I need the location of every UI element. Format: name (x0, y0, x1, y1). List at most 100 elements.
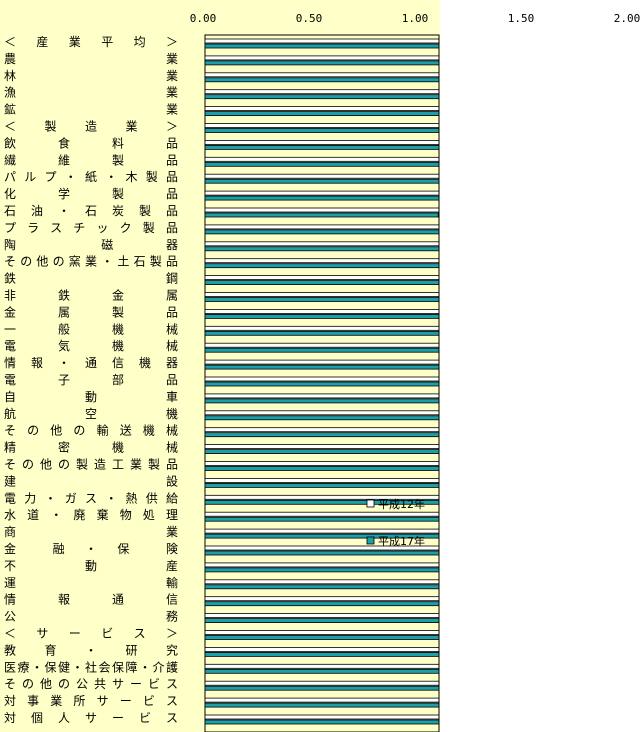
bar-heisei17 (204, 195, 440, 201)
legend-swatch (366, 499, 375, 508)
bar-heisei12 (204, 241, 440, 247)
bar-heisei17 (204, 364, 440, 370)
bar-heisei12 (204, 613, 440, 618)
category-label: 金 融 ・ 保 険 (4, 541, 178, 556)
x-tick-label: 0.00 (190, 12, 217, 25)
legend-label: 平成17年 (378, 534, 425, 548)
bar-heisei17 (204, 381, 440, 387)
category-label: ＜ 産 業 平 均 ＞ (4, 34, 178, 49)
bar-heisei17 (204, 702, 440, 708)
bar-heisei12 (204, 38, 440, 44)
bar-heisei12 (204, 647, 440, 652)
category-label: 電力・ガス・熱供給 (4, 491, 178, 505)
bar-heisei17 (204, 719, 440, 725)
bar-heisei17 (204, 415, 440, 421)
legend-label: 平成12年 (378, 497, 425, 511)
bar-heisei12 (204, 427, 440, 433)
category-label: 教 育 ・ 研 究 (4, 642, 178, 657)
bar-heisei17 (204, 178, 440, 184)
bar-heisei17 (204, 313, 440, 319)
bar-heisei17 (204, 482, 440, 488)
bar-heisei12 (204, 139, 440, 145)
bar-heisei12 (204, 106, 440, 111)
bar-heisei12 (204, 72, 440, 78)
bar-heisei12 (204, 579, 440, 585)
bar-heisei12 (204, 714, 440, 720)
category-label: ＜ サ ー ビ ス ＞ (4, 627, 178, 641)
category-label: 建 設 (4, 473, 178, 488)
bar-heisei17 (204, 280, 440, 286)
bar-heisei12 (204, 630, 440, 635)
bar-heisei12 (204, 258, 440, 264)
category-label: 林 業 (4, 69, 178, 83)
bar-heisei12 (204, 308, 440, 314)
category-label: 陶 磁 器 (4, 237, 178, 252)
category-label: 運 輸 (4, 575, 178, 590)
bar-heisei17 (204, 297, 440, 302)
bar-heisei17 (204, 212, 439, 218)
category-label: 医療・保健・社会保障・介護 (4, 659, 178, 674)
x-tick-labels: 0.00 0.50 1.00 1.50 2.00 (190, 12, 640, 25)
bar-heisei17 (204, 516, 440, 522)
category-label: 自 動 車 (4, 390, 178, 404)
bar-heisei12 (204, 680, 440, 686)
category-label: 不 動 産 (4, 558, 178, 573)
bar-heisei17 (204, 601, 440, 607)
bar-heisei17 (204, 567, 440, 573)
x-tick-label: 1.50 (508, 12, 535, 25)
bar-heisei17 (204, 685, 440, 691)
bar-heisei12 (204, 275, 440, 281)
category-label: 公 務 (4, 610, 178, 624)
bar-heisei17 (204, 652, 440, 657)
bar-heisei12 (204, 444, 440, 450)
bar-heisei17 (204, 550, 440, 556)
bar-heisei17 (204, 246, 440, 252)
bar-heisei17 (204, 449, 440, 455)
bar-heisei12 (204, 410, 440, 416)
bars (204, 38, 440, 725)
category-label: 電 子 部 品 (4, 372, 178, 387)
bar-heisei12 (204, 393, 440, 399)
bar-heisei12 (204, 292, 440, 297)
x-tick-label: 0.50 (296, 12, 323, 25)
bar-heisei12 (204, 156, 440, 162)
bar-heisei12 (204, 325, 440, 331)
bar-heisei12 (204, 663, 440, 669)
legend-swatch (366, 536, 375, 545)
category-label: パルプ・紙・木製品 (4, 169, 178, 184)
bar-heisei17 (204, 43, 440, 49)
bar-heisei17 (204, 330, 440, 336)
category-label: その他の窯業・土石製品 (4, 254, 178, 269)
bar-heisei17 (204, 398, 440, 404)
bar-heisei17 (204, 618, 440, 623)
bar-heisei12 (204, 528, 440, 534)
bar-heisei17 (204, 111, 440, 116)
bar-heisei17 (204, 94, 440, 100)
bar-heisei12 (204, 55, 440, 61)
bar-heisei12 (204, 190, 440, 196)
bar-heisei17 (204, 432, 440, 438)
category-label: 漁 業 (4, 86, 178, 100)
category-label: 鉄 鋼 (4, 271, 178, 286)
category-labels: ＜ 産 業 平 均 ＞農 業林 業漁 業鉱 業＜ 製 造 業 ＞飲 食 料 品繊… (4, 34, 178, 725)
category-label: 鉱 業 (4, 102, 178, 117)
bar-heisei17 (204, 668, 440, 674)
bar-heisei17 (204, 584, 440, 590)
bar-heisei12 (204, 342, 440, 348)
bar-heisei12 (204, 477, 440, 483)
bar-heisei12 (204, 207, 440, 213)
x-tick-label: 1.00 (402, 12, 429, 25)
bar-heisei12 (204, 461, 440, 466)
category-label: ＜ 製 造 業 ＞ (4, 120, 178, 134)
bar-heisei17 (204, 347, 440, 353)
bar-heisei12 (204, 562, 440, 568)
bar-heisei17 (204, 128, 440, 133)
bar-heisei17 (204, 77, 440, 83)
bar-heisei17 (204, 144, 440, 150)
bar-heisei17 (204, 635, 440, 640)
bar-heisei12 (204, 173, 440, 179)
bar-heisei17 (204, 161, 440, 167)
